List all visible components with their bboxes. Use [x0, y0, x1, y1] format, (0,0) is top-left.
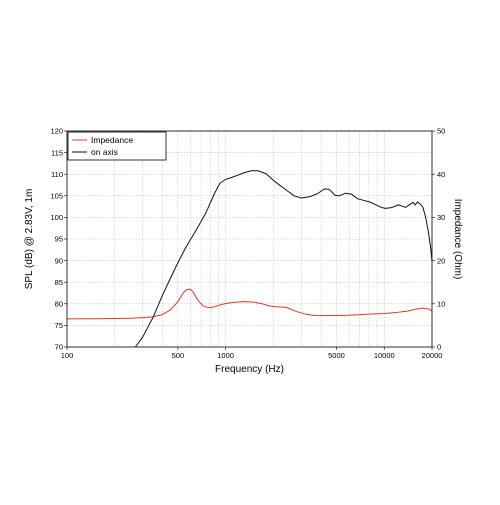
y2-tick-label: 50 — [437, 127, 445, 136]
y-tick-label: 100 — [50, 213, 63, 222]
y-tick-label: 80 — [55, 300, 63, 309]
y-axis-title-left: SPL (dB) @ 2.83V, 1m — [24, 189, 35, 290]
y-tick-label: 115 — [51, 148, 63, 157]
x-tick-label: 100 — [61, 351, 74, 360]
x-axis-title: Frequency (Hz) — [215, 364, 284, 375]
y2-tick-label: 0 — [437, 343, 441, 352]
y2-tick-label: 20 — [437, 256, 445, 265]
y-tick-label: 110 — [51, 170, 63, 179]
x-tick-label: 20000 — [422, 351, 443, 360]
y-tick-label: 75 — [55, 321, 63, 330]
y-tick-label: 90 — [55, 256, 63, 265]
y2-tick-label: 10 — [437, 300, 445, 309]
y-axis-title-right: Impedance (Ohm) — [452, 199, 463, 280]
x-tick-label: 500 — [172, 351, 185, 360]
y-tick-label: 70 — [55, 343, 63, 352]
y2-tick-label: 30 — [437, 213, 445, 222]
ticks: 100 500 1000 5000 10000 200007075808590951001… — [50, 127, 445, 360]
legend: Impedance on axis — [67, 131, 167, 161]
y2-tick-label: 40 — [437, 170, 445, 179]
grid — [67, 130, 432, 348]
x-tick-label: 1000 — [217, 351, 234, 360]
series-line-impedance — [67, 288, 432, 320]
x-tick-label: 5000 — [328, 351, 345, 360]
y-tick-label: 105 — [50, 192, 63, 201]
legend-box — [67, 131, 167, 161]
curves — [67, 170, 432, 347]
y-tick-label: 95 — [55, 235, 63, 244]
legend-label-impedance: Impedance — [91, 135, 133, 145]
x-tick-label: 10000 — [374, 351, 395, 360]
series-line-on-axis — [135, 170, 432, 347]
y-tick-label: 85 — [55, 278, 63, 287]
y-tick-label: 120 — [50, 127, 63, 136]
legend-label-on-axis: on axis — [91, 147, 118, 157]
